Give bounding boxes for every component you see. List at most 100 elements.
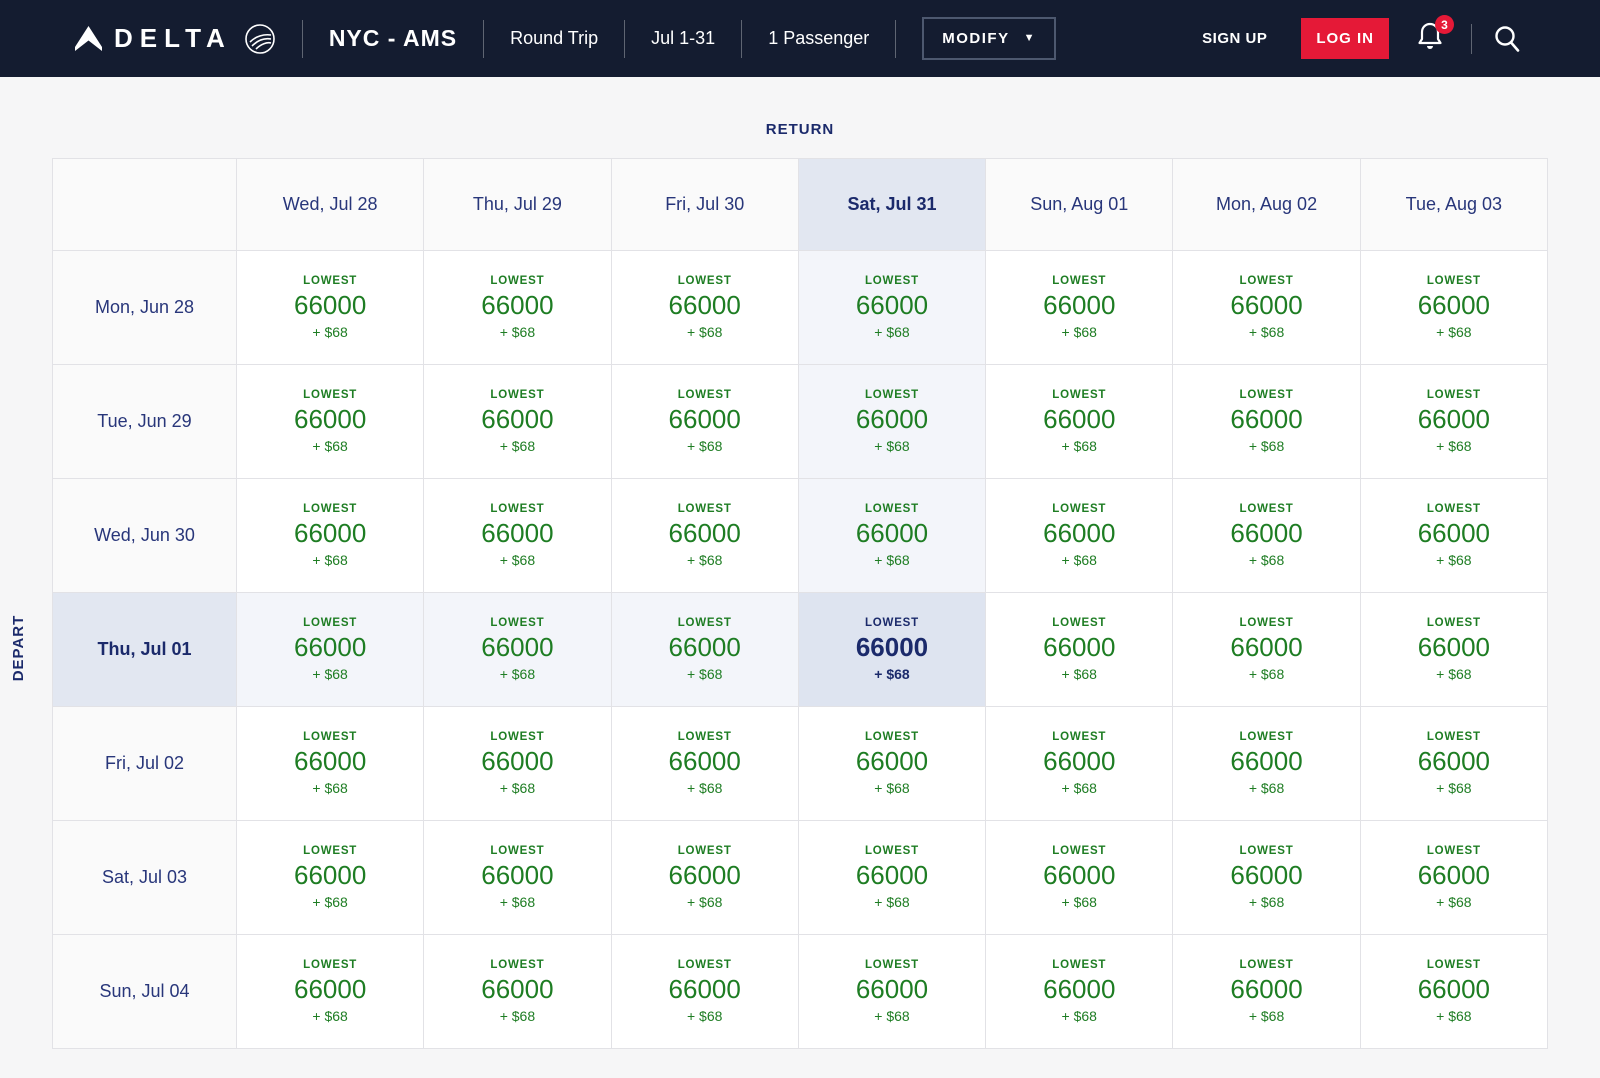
price-cell[interactable]: LOWEST 66000 + $68: [797, 478, 987, 593]
price-cell[interactable]: LOWEST 66000 + $68: [985, 478, 1174, 593]
miles-price: 66000: [1417, 746, 1490, 776]
miles-price: 66000: [481, 404, 554, 434]
price-cell[interactable]: LOWEST 66000 + $68: [423, 250, 612, 365]
price-cell[interactable]: LOWEST 66000 + $68: [797, 592, 987, 707]
price-cell[interactable]: LOWEST 66000 + $68: [1172, 934, 1361, 1049]
miles-price: 66000: [855, 974, 929, 1004]
price-cell[interactable]: LOWEST 66000 + $68: [985, 250, 1174, 365]
price-cell[interactable]: LOWEST 66000 + $68: [797, 706, 987, 821]
price-cell[interactable]: LOWEST 66000 + $68: [985, 364, 1174, 479]
lowest-label: LOWEST: [303, 731, 358, 743]
price-cell[interactable]: LOWEST 66000 + $68: [797, 934, 987, 1049]
corner-cell: [52, 158, 237, 251]
price-cell[interactable]: LOWEST 66000 + $68: [423, 478, 612, 593]
skyteam-icon: [245, 23, 275, 54]
depart-date-header: Sat, Jul 03: [52, 820, 237, 935]
price-cell[interactable]: LOWEST 66000 + $68: [610, 820, 799, 935]
cash-fees: + $68: [1061, 552, 1097, 568]
matrix-row: Thu, Jul 01 LOWEST 66000 + $68 LOWEST 66000 + …: [52, 592, 1549, 707]
cash-fees: + $68: [1248, 438, 1285, 454]
price-cell[interactable]: LOWEST 66000 + $68: [610, 478, 799, 593]
depart-date-header: Tue, Jun 29: [52, 364, 237, 479]
route-summary: NYC - AMS: [328, 25, 458, 51]
price-cell[interactable]: LOWEST 66000 + $68: [1359, 592, 1549, 707]
lowest-label: LOWEST: [1426, 275, 1481, 287]
price-cell[interactable]: LOWEST 66000 + $68: [235, 706, 425, 821]
passenger-count-summary: 1 Passenger: [768, 28, 870, 48]
price-cell[interactable]: LOWEST 66000 + $68: [985, 706, 1174, 821]
search-button[interactable]: [1492, 24, 1522, 54]
cash-fees: + $68: [499, 552, 536, 568]
price-cell[interactable]: LOWEST 66000 + $68: [797, 820, 987, 935]
price-cell[interactable]: LOWEST 66000 + $68: [1172, 592, 1361, 707]
price-cell[interactable]: LOWEST 66000 + $68: [797, 250, 987, 365]
price-cell[interactable]: LOWEST 66000 + $68: [423, 934, 612, 1049]
log-in-button[interactable]: LOG IN: [1301, 18, 1389, 59]
divider: [1471, 23, 1472, 54]
price-cell[interactable]: LOWEST 66000 + $68: [610, 592, 799, 707]
price-cell[interactable]: LOWEST 66000 + $68: [610, 706, 799, 821]
price-cell[interactable]: LOWEST 66000 + $68: [1172, 364, 1361, 479]
price-cell[interactable]: LOWEST 66000 + $68: [1359, 478, 1549, 593]
price-cell[interactable]: LOWEST 66000 + $68: [235, 250, 425, 365]
price-cell[interactable]: LOWEST 66000 + $68: [1359, 706, 1549, 821]
lowest-label: LOWEST: [864, 845, 919, 857]
price-cell[interactable]: LOWEST 66000 + $68: [423, 820, 612, 935]
delta-logo[interactable]: DELTA: [75, 23, 276, 55]
cash-fees: + $68: [499, 324, 536, 340]
price-cell[interactable]: LOWEST 66000 + $68: [1172, 478, 1361, 593]
price-cell[interactable]: LOWEST 66000 + $68: [235, 364, 425, 479]
cash-fees: + $68: [1436, 894, 1472, 910]
miles-price: 66000: [1043, 974, 1116, 1004]
miles-price: 66000: [1043, 860, 1116, 890]
price-cell[interactable]: LOWEST 66000 + $68: [985, 820, 1174, 935]
price-cell[interactable]: LOWEST 66000 + $68: [1359, 364, 1549, 479]
price-cell[interactable]: LOWEST 66000 + $68: [1172, 820, 1361, 935]
price-cell[interactable]: LOWEST 66000 + $68: [423, 364, 612, 479]
miles-price: 66000: [1043, 518, 1116, 548]
price-cell[interactable]: LOWEST 66000 + $68: [610, 364, 799, 479]
miles-price: 66000: [1043, 290, 1116, 320]
price-cell[interactable]: LOWEST 66000 + $68: [235, 592, 425, 707]
price-cell[interactable]: LOWEST 66000 + $68: [235, 934, 425, 1049]
depart-date-header: Thu, Jul 01: [52, 592, 237, 707]
price-cell[interactable]: LOWEST 66000 + $68: [1359, 820, 1549, 935]
cash-fees: + $68: [1248, 666, 1285, 682]
lowest-label: LOWEST: [1052, 389, 1107, 401]
price-cell[interactable]: LOWEST 66000 + $68: [235, 820, 425, 935]
cash-fees: + $68: [1436, 438, 1472, 454]
price-cell[interactable]: LOWEST 66000 + $68: [1172, 250, 1361, 365]
lowest-label: LOWEST: [677, 959, 732, 971]
price-cell[interactable]: LOWEST 66000 + $68: [610, 934, 799, 1049]
cash-fees: + $68: [1436, 552, 1472, 568]
cash-fees: + $68: [499, 666, 536, 682]
lowest-label: LOWEST: [1426, 959, 1481, 971]
lowest-label: LOWEST: [677, 503, 732, 515]
miles-price: 66000: [668, 632, 741, 662]
miles-price: 66000: [1230, 404, 1303, 434]
lowest-label: LOWEST: [303, 617, 358, 629]
depart-axis-label: DEPART: [10, 614, 27, 682]
lowest-label: LOWEST: [1052, 617, 1107, 629]
modify-search-button[interactable]: MODIFY ▼: [922, 17, 1056, 60]
miles-price: 66000: [855, 290, 929, 320]
price-cell[interactable]: LOWEST 66000 + $68: [985, 592, 1174, 707]
price-cell[interactable]: LOWEST 66000 + $68: [1359, 934, 1549, 1049]
notifications-button[interactable]: 3: [1415, 15, 1454, 57]
lowest-label: LOWEST: [1426, 389, 1481, 401]
price-cell[interactable]: LOWEST 66000 + $68: [610, 250, 799, 365]
price-cell[interactable]: LOWEST 66000 + $68: [797, 364, 987, 479]
miles-price: 66000: [293, 290, 367, 320]
price-cell[interactable]: LOWEST 66000 + $68: [423, 706, 612, 821]
price-cell[interactable]: LOWEST 66000 + $68: [235, 478, 425, 593]
cash-fees: + $68: [874, 780, 910, 796]
price-cell[interactable]: LOWEST 66000 + $68: [1359, 250, 1549, 365]
price-cell[interactable]: LOWEST 66000 + $68: [985, 934, 1174, 1049]
matrix-row: Tue, Jun 29 LOWEST 66000 + $68 LOWEST 66000 + …: [52, 364, 1549, 479]
miles-price: 66000: [293, 746, 367, 776]
price-cell[interactable]: LOWEST 66000 + $68: [1172, 706, 1361, 821]
lowest-label: LOWEST: [1239, 389, 1294, 401]
price-cell[interactable]: LOWEST 66000 + $68: [423, 592, 612, 707]
sign-up-button[interactable]: SIGN UP: [1202, 30, 1268, 47]
cash-fees: + $68: [312, 438, 348, 454]
